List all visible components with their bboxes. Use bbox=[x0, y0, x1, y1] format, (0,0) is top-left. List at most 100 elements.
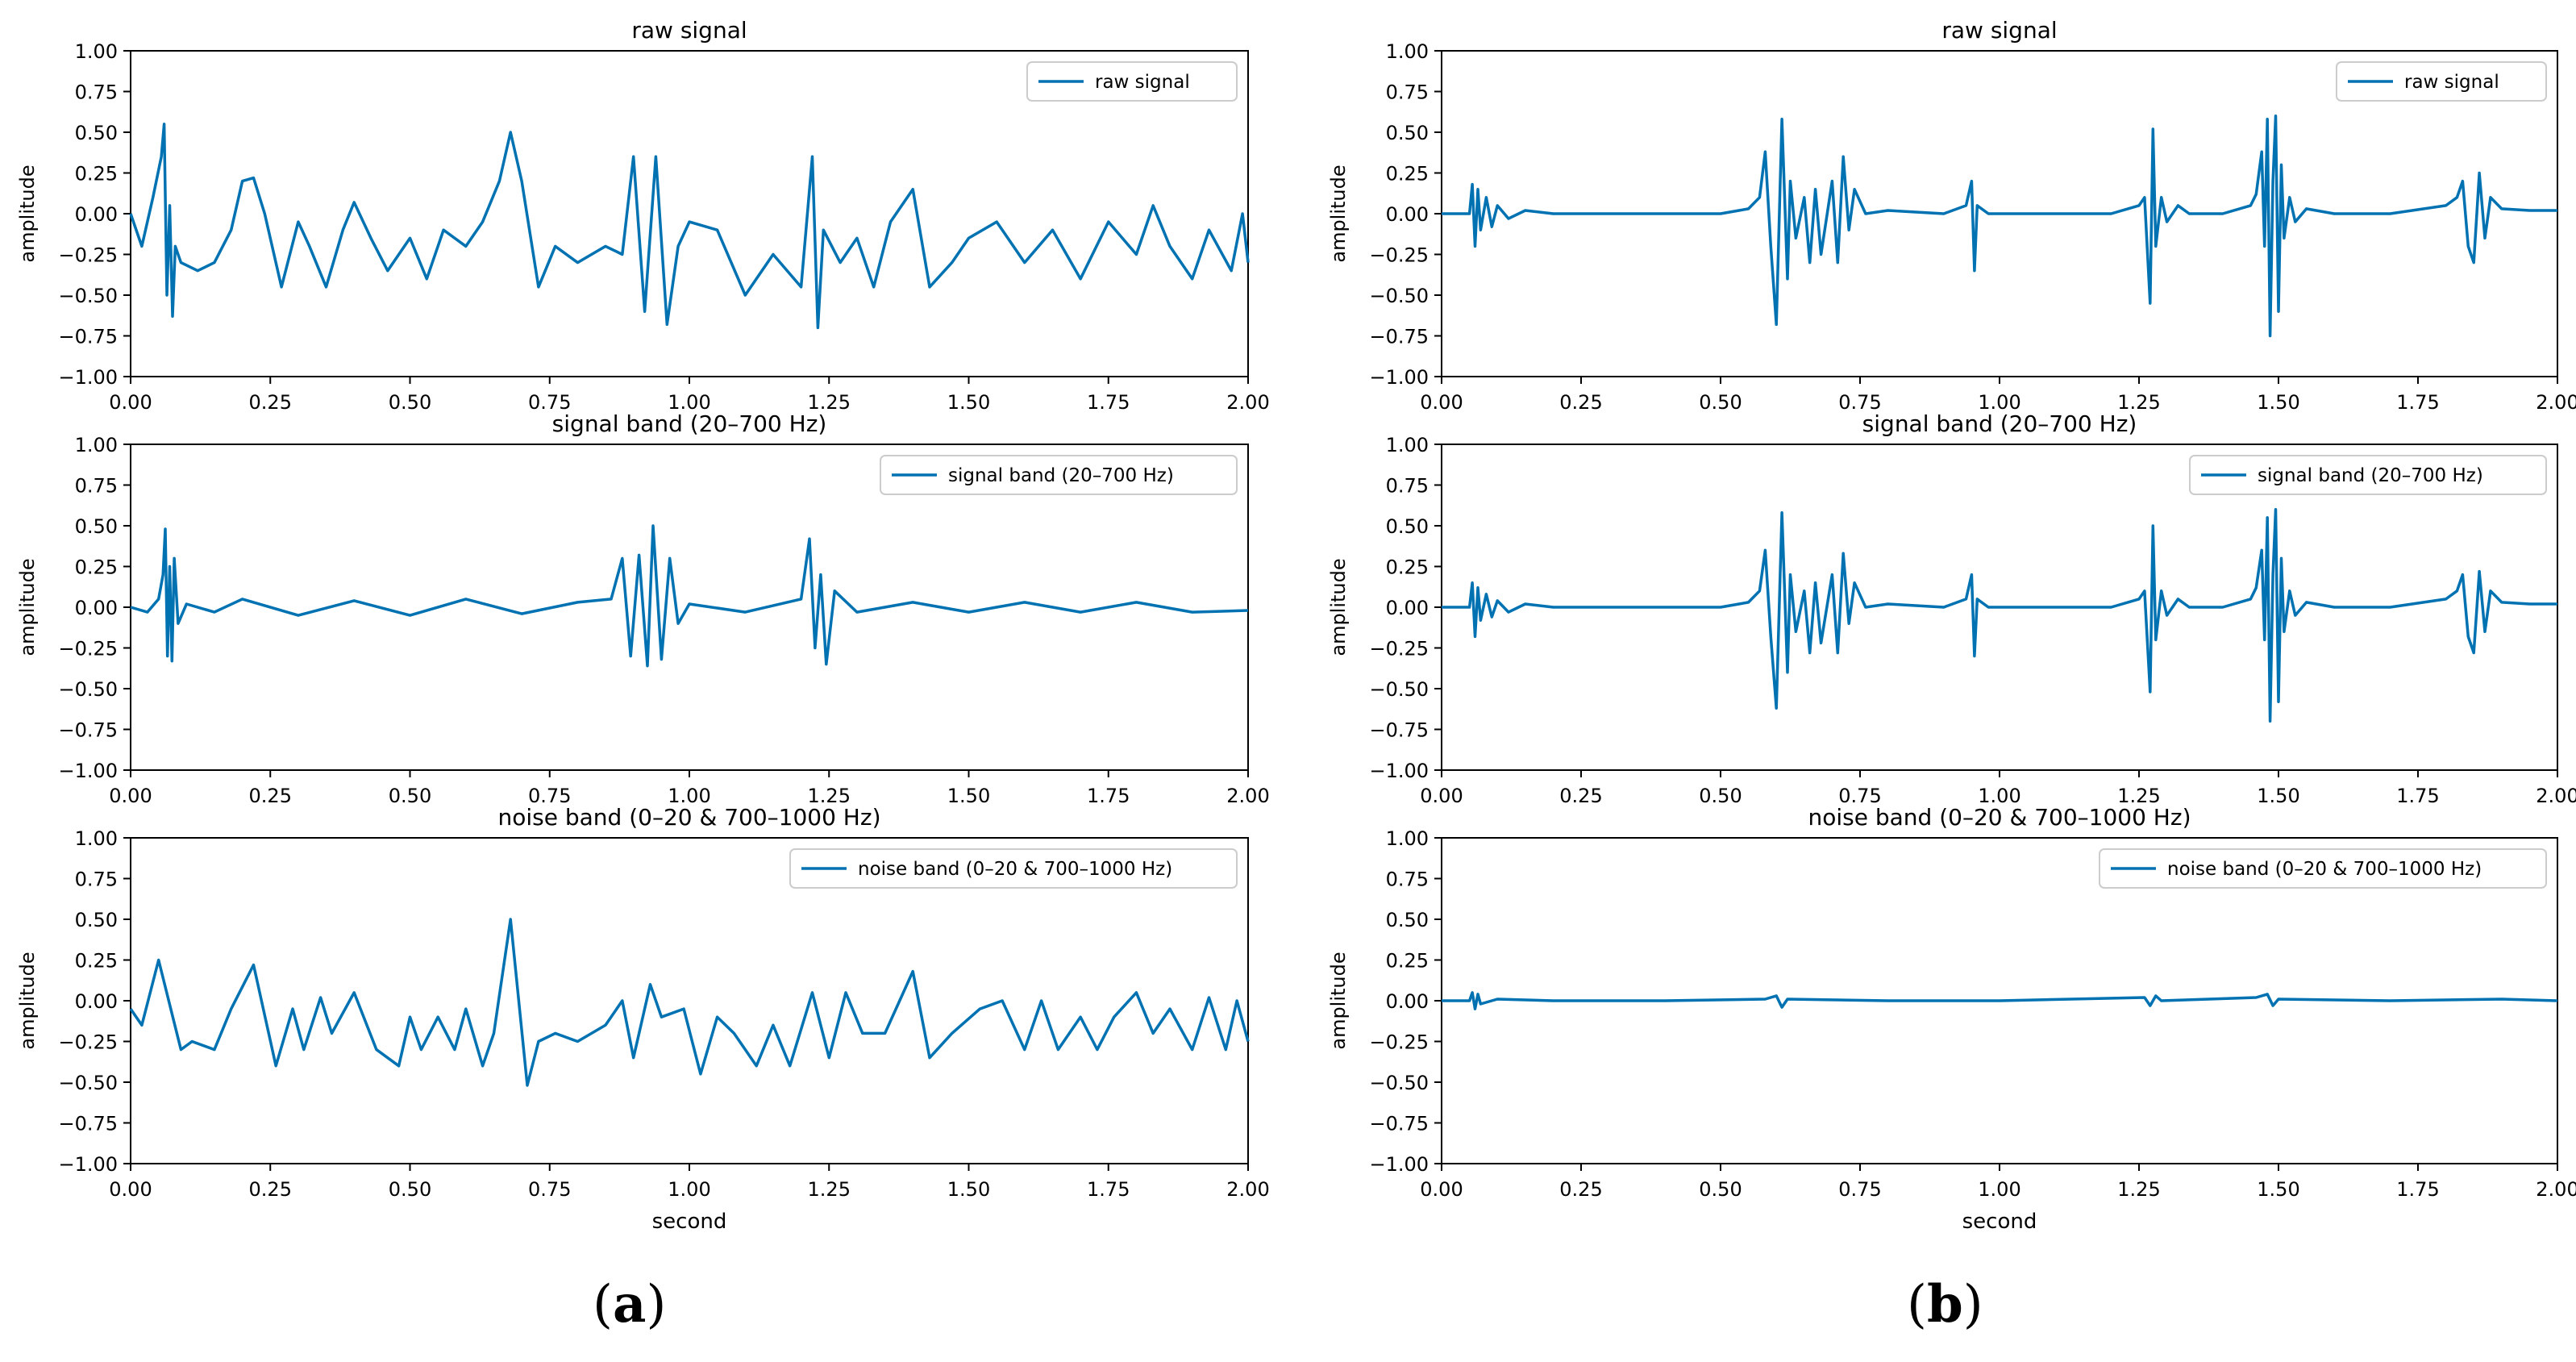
x-tick-label: 0.00 bbox=[109, 391, 152, 414]
subplot-a-noise: noise band (0–20 & 700–1000 Hz) 1.00 0.75 0… bbox=[16, 804, 1270, 1234]
x-tick-label: 1.00 bbox=[1978, 785, 2020, 807]
x-tick-label: 0.25 bbox=[1559, 391, 1602, 414]
y-tick-label: 0.00 bbox=[75, 597, 118, 619]
x-tick-label: 1.75 bbox=[1087, 785, 1130, 807]
y-tick-label: −1.00 bbox=[1369, 760, 1429, 782]
x-tick-label: 0.25 bbox=[249, 391, 292, 414]
x-tick-label: 0.50 bbox=[1699, 785, 1742, 807]
y-tick-label: 1.00 bbox=[1386, 827, 1429, 850]
y-tick-label: 1.00 bbox=[75, 40, 118, 63]
y-tick-label: 0.75 bbox=[75, 475, 118, 498]
y-axis-label: amplitude bbox=[16, 558, 39, 656]
x-tick-label: 1.00 bbox=[668, 391, 710, 414]
x-tick-label: 0.75 bbox=[528, 1178, 571, 1201]
x-tick-label: 1.25 bbox=[2117, 391, 2160, 414]
y-tick-label: 0.50 bbox=[1386, 515, 1429, 538]
x-tick-label: 1.75 bbox=[2396, 1178, 2439, 1201]
x-tick-label: 1.50 bbox=[2257, 391, 2299, 414]
x-tick-label: 2.00 bbox=[1226, 1178, 1269, 1201]
x-tick-label: 0.75 bbox=[528, 391, 571, 414]
x-tick-label: 0.75 bbox=[1838, 1178, 1881, 1201]
y-tick-label: −0.50 bbox=[58, 285, 118, 307]
x-tick-label: 0.50 bbox=[1699, 391, 1742, 414]
y-tick-label: 1.00 bbox=[75, 827, 118, 850]
y-tick-label: −0.50 bbox=[58, 1072, 118, 1094]
y-tick-label: 1.00 bbox=[1386, 40, 1429, 63]
x-tick-label: 1.50 bbox=[2257, 785, 2299, 807]
legend-label: raw signal bbox=[2404, 72, 2499, 93]
x-tick-label: 1.50 bbox=[947, 391, 990, 414]
y-tick-label: 0.25 bbox=[75, 556, 118, 579]
panel-label-a-letter: a bbox=[612, 1274, 647, 1335]
legend: signal band (20–700 Hz) bbox=[2189, 455, 2547, 495]
y-tick-label: −0.25 bbox=[1369, 244, 1429, 267]
x-tick-label: 1.00 bbox=[668, 1178, 710, 1201]
subplot-title: noise band (0–20 & 700–1000 Hz) bbox=[497, 804, 880, 831]
legend-box bbox=[2189, 455, 2547, 495]
x-tick-label: 1.50 bbox=[2257, 1178, 2299, 1201]
y-tick-label: 0.00 bbox=[75, 203, 118, 226]
panel-label-b-close: ) bbox=[1962, 1275, 1983, 1335]
x-tick-label: 0.25 bbox=[1559, 1178, 1602, 1201]
y-axis-label: amplitude bbox=[1327, 558, 1350, 656]
y-tick-label: 0.50 bbox=[75, 122, 118, 144]
y-tick-label: 0.00 bbox=[1386, 597, 1429, 619]
legend-box bbox=[789, 848, 1238, 889]
x-tick-label: 1.00 bbox=[1978, 391, 2020, 414]
subplot-title: raw signal bbox=[631, 17, 747, 44]
y-tick-label: −0.75 bbox=[58, 326, 118, 348]
x-tick-label: 2.00 bbox=[2536, 785, 2576, 807]
subplot-a-signal: signal band (20–700 Hz) 1.00 0.75 0.50 0.25 0… bbox=[16, 410, 1270, 807]
y-tick-label: 0.75 bbox=[1386, 81, 1429, 104]
y-tick-label: −0.50 bbox=[1369, 1072, 1429, 1094]
y-tick-label: 0.75 bbox=[1386, 868, 1429, 891]
x-tick-label: 1.50 bbox=[947, 785, 990, 807]
x-tick-label: 0.25 bbox=[1559, 785, 1602, 807]
x-tick-label: 0.00 bbox=[1420, 1178, 1463, 1201]
series-line bbox=[1442, 991, 2558, 1010]
x-tick-label: 1.25 bbox=[808, 1178, 851, 1201]
panel-label-b: (b) bbox=[1907, 1274, 1983, 1335]
y-tick-label: 0.50 bbox=[75, 515, 118, 538]
x-tick-label: 2.00 bbox=[2536, 1178, 2576, 1201]
x-tick-label: 1.25 bbox=[2117, 1178, 2160, 1201]
subplot-title: signal band (20–700 Hz) bbox=[552, 410, 827, 437]
subplot-b-raw: raw signal 1.00 0.75 0.50 0.25 0.00 −0.25 −0.50… bbox=[1327, 17, 2576, 414]
y-tick-label: −0.75 bbox=[1369, 1113, 1429, 1135]
legend-label: noise band (0–20 & 700–1000 Hz) bbox=[2167, 859, 2482, 880]
x-tick-label: 0.25 bbox=[249, 1178, 292, 1201]
x-tick-label: 2.00 bbox=[1226, 391, 1269, 414]
y-axis-label: amplitude bbox=[1327, 165, 1350, 262]
y-tick-label: −1.00 bbox=[58, 366, 118, 389]
x-tick-label: 1.75 bbox=[1087, 391, 1130, 414]
y-tick-label: 0.25 bbox=[1386, 950, 1429, 973]
y-axis-label: amplitude bbox=[16, 952, 39, 1049]
y-tick-label: −0.25 bbox=[1369, 1031, 1429, 1054]
y-tick-label: −1.00 bbox=[58, 1153, 118, 1176]
legend-box bbox=[1026, 61, 1238, 102]
y-tick-label: 0.25 bbox=[75, 163, 118, 185]
x-tick-label: 0.00 bbox=[109, 1178, 152, 1201]
x-tick-label: 1.25 bbox=[808, 785, 851, 807]
y-tick-label: −0.25 bbox=[58, 1031, 118, 1054]
y-axis-label: amplitude bbox=[1327, 952, 1350, 1049]
y-tick-label: 0.75 bbox=[75, 81, 118, 104]
series-line bbox=[130, 524, 1249, 668]
x-tick-label: 1.00 bbox=[1978, 1178, 2020, 1201]
y-tick-label: −0.50 bbox=[1369, 285, 1429, 307]
y-tick-label: −0.25 bbox=[58, 638, 118, 660]
subplot-title: raw signal bbox=[1941, 17, 2057, 44]
y-tick-label: −1.00 bbox=[1369, 366, 1429, 389]
y-tick-label: 0.00 bbox=[1386, 990, 1429, 1013]
panel-label-b-letter: b bbox=[1926, 1274, 1963, 1335]
subplot-b-signal: signal band (20–700 Hz) 1.00 0.75 0.50 0.25 0… bbox=[1327, 410, 2576, 807]
legend: noise band (0–20 & 700–1000 Hz) bbox=[789, 848, 1238, 889]
x-tick-label: 1.25 bbox=[808, 391, 851, 414]
series-line bbox=[1442, 508, 2557, 723]
y-tick-label: 0.75 bbox=[75, 868, 118, 891]
x-axis-label: second bbox=[652, 1210, 727, 1234]
y-tick-label: −1.00 bbox=[58, 760, 118, 782]
x-tick-label: 0.75 bbox=[1838, 391, 1881, 414]
y-tick-label: −0.75 bbox=[58, 719, 118, 742]
x-axis-label: second bbox=[1962, 1210, 2037, 1234]
